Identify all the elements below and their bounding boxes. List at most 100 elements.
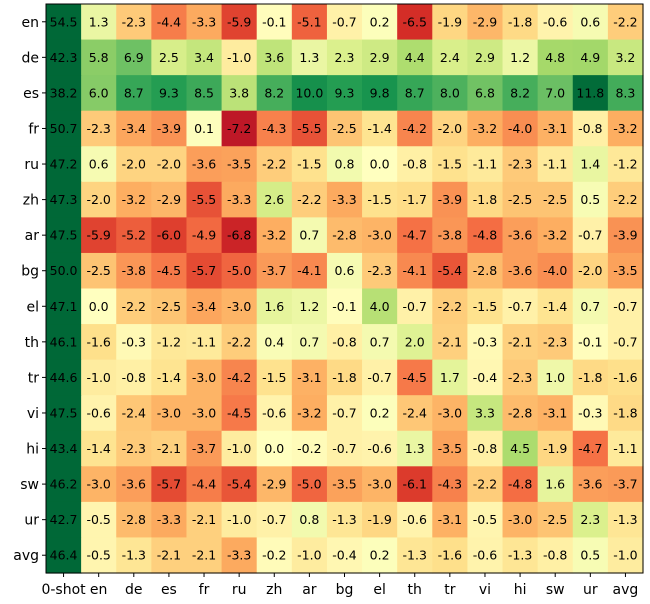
cell-value-label: 6.8 <box>475 85 495 100</box>
cell-value-label: -1.4 <box>543 299 567 314</box>
heatmap-cell <box>116 39 152 76</box>
heatmap-cell <box>572 252 609 290</box>
heatmap-cell <box>291 324 328 361</box>
cell-value-label: -3.0 <box>438 405 462 420</box>
heatmap-cell <box>432 110 469 147</box>
cell-value-label: -3.3 <box>332 192 356 207</box>
heatmap-cell <box>291 181 328 218</box>
heatmap-cell <box>256 252 293 290</box>
cell-value-label: -4.5 <box>227 405 251 420</box>
cell-value-label: -3.1 <box>543 405 567 420</box>
heatmap-cell <box>502 430 539 467</box>
heatmap-cell <box>397 501 433 539</box>
cell-value-label: 54.5 <box>50 14 78 29</box>
cell-value-label: 9.3 <box>159 85 179 100</box>
heatmap-cell <box>607 537 644 574</box>
heatmap-cell <box>432 537 469 574</box>
heatmap-cells <box>46 4 644 574</box>
cell-value-label: -5.4 <box>227 477 251 492</box>
y-tick-label: es <box>23 86 39 102</box>
heatmap-cell <box>221 501 258 539</box>
heatmap-cell <box>397 4 433 41</box>
cell-value-label: -2.1 <box>157 548 181 563</box>
heatmap-cell <box>186 501 223 539</box>
cell-value-label: -3.8 <box>438 228 462 243</box>
y-tick-label: th <box>25 335 39 351</box>
y-tick-label: ur <box>24 513 39 529</box>
y-tick-label: vi <box>27 406 39 422</box>
heatmap-cell <box>397 181 433 218</box>
cell-value-label: -2.2 <box>473 477 497 492</box>
heatmap-cell <box>291 395 328 432</box>
heatmap-cell <box>397 39 433 76</box>
cell-value-label: -3.4 <box>192 299 216 314</box>
cell-value-label: -2.5 <box>332 121 356 136</box>
x-tick-label: es <box>161 582 177 598</box>
cell-value-label: 2.3 <box>580 512 600 527</box>
heatmap-cell <box>397 75 433 112</box>
cell-value-label: -5.1 <box>297 14 321 29</box>
heatmap-cell <box>291 39 328 76</box>
cell-value-label: -2.0 <box>578 263 602 278</box>
cell-value-label: -2.3 <box>543 334 567 349</box>
cell-value-label: -2.5 <box>157 299 181 314</box>
heatmap-cell <box>502 181 539 218</box>
cell-value-label: 0.0 <box>89 299 109 314</box>
heatmap-cell <box>81 75 117 112</box>
heatmap-cell <box>572 359 609 396</box>
cell-value-label: 2.4 <box>440 50 460 65</box>
heatmap-cell <box>502 466 539 503</box>
heatmap-cell <box>607 466 644 503</box>
heatmap-cell <box>607 181 644 218</box>
x-tick-label: fr <box>199 582 210 598</box>
heatmap-cell <box>432 288 469 325</box>
heatmap-cell <box>46 217 82 254</box>
cell-value-label: -2.4 <box>122 405 146 420</box>
cell-value-label: 1.6 <box>545 477 565 492</box>
cell-value-label: -2.2 <box>297 192 321 207</box>
heatmap-cell <box>502 110 539 147</box>
cell-value-label: -3.5 <box>438 441 462 456</box>
cell-value-label: -2.3 <box>86 121 110 136</box>
cell-value-label: -1.5 <box>473 299 497 314</box>
y-tick-label: sw <box>20 477 39 493</box>
heatmap-cell <box>397 252 433 290</box>
heatmap-cell <box>291 110 328 147</box>
heatmap-cell <box>607 217 644 254</box>
heatmap-cell <box>256 537 293 574</box>
heatmap-cell <box>186 110 223 147</box>
heatmap-cell <box>432 466 469 503</box>
heatmap-cell <box>116 252 152 290</box>
heatmap-cell <box>572 181 609 218</box>
cell-value-label: -1.9 <box>543 441 567 456</box>
heatmap-cell <box>186 252 223 290</box>
cell-value-label: -4.3 <box>262 121 286 136</box>
y-tick-label: ar <box>25 228 40 244</box>
cell-value-label: -2.3 <box>122 441 146 456</box>
cell-value-label: 1.2 <box>299 299 319 314</box>
cell-value-label: -5.0 <box>297 477 321 492</box>
heatmap-cell <box>326 288 363 325</box>
heatmap-cell <box>326 75 363 112</box>
heatmap-cell <box>81 537 117 574</box>
heatmap-cell <box>467 395 504 432</box>
heatmap-cell <box>221 252 258 290</box>
cell-value-label: -1.6 <box>438 548 462 563</box>
heatmap-cell <box>221 430 258 467</box>
heatmap-cell <box>291 75 328 112</box>
heatmap-cell <box>467 4 504 41</box>
heatmap-cell <box>116 288 152 325</box>
heatmap-cell <box>467 288 504 325</box>
cell-value-label: -0.3 <box>473 334 497 349</box>
cell-value-label: -2.9 <box>473 14 497 29</box>
cell-value-label: 0.7 <box>370 334 390 349</box>
cell-value-label: -0.7 <box>403 299 427 314</box>
cell-value-label: -2.0 <box>438 121 462 136</box>
heatmap-cell <box>607 252 644 290</box>
cell-value-label: -5.7 <box>157 477 181 492</box>
cell-value-label: -2.9 <box>262 477 286 492</box>
cell-value-label: 3.6 <box>264 50 284 65</box>
cell-value-label: -1.5 <box>262 370 286 385</box>
cell-value-label: -2.0 <box>157 157 181 172</box>
heatmap-cell <box>502 39 539 76</box>
